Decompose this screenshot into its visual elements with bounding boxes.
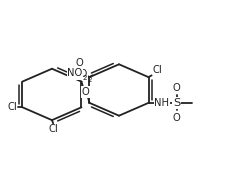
Text: Cl: Cl [49, 124, 59, 134]
Text: O: O [173, 113, 181, 123]
Text: NO: NO [67, 68, 83, 78]
Text: O: O [82, 87, 89, 97]
Text: O: O [75, 58, 83, 68]
Text: S: S [173, 98, 180, 108]
Text: 2: 2 [87, 77, 92, 83]
Text: NH: NH [154, 98, 169, 108]
Text: O: O [173, 83, 181, 93]
Text: 2: 2 [83, 75, 87, 81]
Text: NO: NO [72, 69, 87, 80]
Text: Cl: Cl [153, 65, 163, 75]
Text: Cl: Cl [8, 102, 18, 112]
